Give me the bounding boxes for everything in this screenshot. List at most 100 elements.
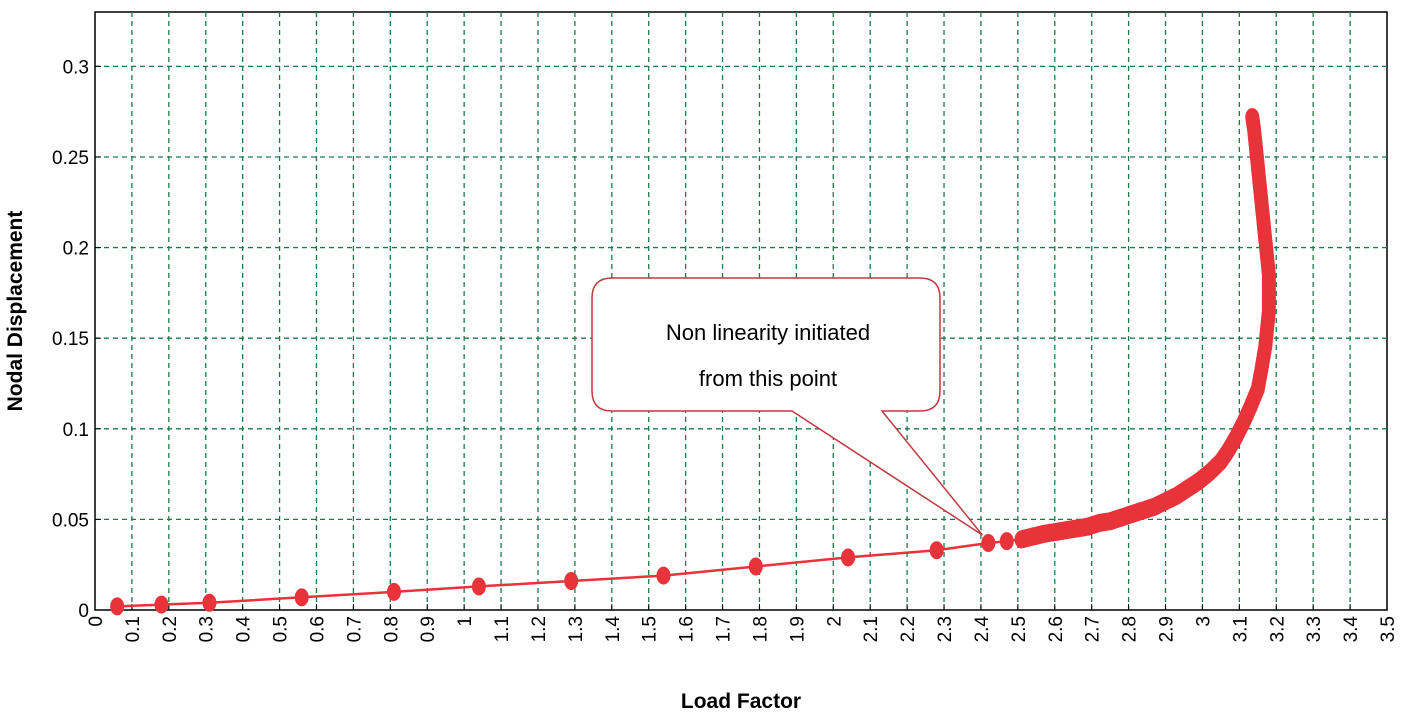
- x-tick-label: 1.3: [566, 616, 587, 642]
- x-tick-label: 0.2: [160, 616, 181, 642]
- data-point: [1252, 175, 1267, 194]
- data-point: [1228, 428, 1243, 447]
- y-tick-label: 0: [78, 601, 89, 622]
- data-point: [1248, 138, 1263, 157]
- y-tick-label: 0.2: [63, 239, 89, 260]
- x-tick-label: 3.5: [1378, 616, 1399, 642]
- data-point: [748, 557, 763, 576]
- data-point: [1092, 514, 1107, 533]
- x-tick-label: 2.3: [935, 616, 956, 642]
- data-point: [1260, 320, 1275, 339]
- x-tick-label: 1.6: [677, 616, 698, 642]
- data-point: [1258, 229, 1273, 248]
- data-point: [1243, 398, 1258, 417]
- x-tick-label: 2: [824, 616, 845, 627]
- data-point: [1261, 265, 1276, 284]
- data-point: [1036, 524, 1051, 543]
- x-tick-label: 0.1: [123, 616, 144, 642]
- data-point: [1256, 211, 1271, 230]
- data-point: [471, 577, 486, 596]
- data-point: [154, 595, 169, 614]
- y-axis-title: Nodal Displacement: [4, 211, 27, 412]
- data-point: [1260, 247, 1275, 266]
- data-point: [841, 548, 856, 567]
- x-tick-label: 2.2: [898, 616, 919, 642]
- data-point: [1250, 157, 1265, 176]
- data-point: [1058, 521, 1073, 540]
- x-tick-label: 2.1: [861, 616, 882, 642]
- x-tick-label: 3.3: [1304, 616, 1325, 642]
- data-point: [294, 588, 309, 607]
- data-point: [656, 566, 671, 585]
- data-point: [1236, 414, 1251, 433]
- data-point: [1258, 338, 1273, 357]
- data-point: [981, 533, 996, 552]
- data-point: [110, 597, 125, 616]
- y-tick-label: 0.1: [63, 420, 89, 441]
- series: [110, 108, 1276, 616]
- data-point: [999, 532, 1014, 551]
- x-tick-label: 0.9: [418, 616, 439, 642]
- x-tick-label: 0.5: [271, 616, 292, 642]
- data-point: [1254, 193, 1269, 212]
- x-tick-label: 3.4: [1341, 616, 1362, 643]
- x-tick-label: 2.4: [972, 616, 993, 643]
- data-point: [1261, 283, 1276, 302]
- data-point: [1191, 472, 1206, 491]
- x-tick-label: 0.8: [381, 616, 402, 642]
- data-point: [564, 572, 579, 591]
- data-point: [1158, 492, 1173, 511]
- x-axis-title: Load Factor: [681, 690, 801, 713]
- data-point: [1250, 379, 1265, 398]
- data-point: [1261, 302, 1276, 320]
- data-point: [1221, 441, 1236, 460]
- x-tick-label: 1.1: [492, 616, 513, 642]
- x-tick-label: 1.7: [714, 616, 735, 642]
- data-point: [1254, 359, 1269, 378]
- x-tick-label: 2.6: [1046, 616, 1067, 642]
- x-tick-label: 1.8: [750, 616, 771, 642]
- data-point: [1202, 463, 1217, 482]
- data-point: [202, 593, 217, 612]
- y-tick-label: 0.3: [63, 57, 89, 78]
- x-tick-label: 1.4: [603, 616, 624, 643]
- x-axis: 0 0.1 0.2 0.3 0.4 0.5 0.6 0.7 0.8 0.9 1 1.1 1.2 1.3 1.…: [86, 604, 1399, 642]
- x-tick-label: 0.6: [307, 616, 328, 642]
- data-point: [1047, 523, 1062, 542]
- x-tick-label: 2.5: [1009, 616, 1030, 642]
- x-tick-label: 1.9: [787, 616, 808, 642]
- data-point: [1245, 108, 1260, 127]
- x-tick-label: 1.2: [529, 616, 550, 642]
- callout-text: from this point: [699, 366, 837, 391]
- x-tick-label: 2.8: [1120, 616, 1141, 642]
- data-point: [1147, 497, 1162, 516]
- callout: Non linearity initiated from this point: [591, 277, 983, 536]
- data-point: [1125, 504, 1140, 523]
- y-tick-label: 0.05: [52, 510, 89, 531]
- data-point: [929, 541, 944, 560]
- y-axis: 0 0.05 0.1 0.15 0.2 0.25 0.3: [52, 57, 101, 622]
- data-point: [1069, 519, 1084, 538]
- x-tick-label: 2.9: [1157, 616, 1178, 642]
- x-tick-label: 3.2: [1267, 616, 1288, 642]
- data-point: [1114, 508, 1129, 527]
- data-point: [1169, 486, 1184, 505]
- data-point: [387, 582, 402, 601]
- x-tick-label: 0: [86, 616, 107, 627]
- data-point: [1103, 512, 1118, 531]
- x-tick-label: 0.3: [197, 616, 218, 642]
- data-point: [1136, 501, 1151, 520]
- x-tick-label: 2.7: [1083, 616, 1104, 642]
- y-tick-label: 0.15: [52, 329, 89, 350]
- callout-text: Non linearity initiated: [666, 320, 870, 345]
- x-tick-label: 0.7: [344, 616, 365, 642]
- x-tick-label: 1: [455, 616, 476, 627]
- x-tick-label: 3.1: [1230, 616, 1251, 642]
- x-tick-label: 0.4: [234, 616, 255, 643]
- x-tick-label: 3: [1193, 616, 1214, 627]
- y-tick-label: 0.25: [52, 148, 89, 169]
- x-tick-label: 1.5: [640, 616, 661, 642]
- data-point: [1180, 479, 1195, 498]
- data-point: [1080, 517, 1095, 536]
